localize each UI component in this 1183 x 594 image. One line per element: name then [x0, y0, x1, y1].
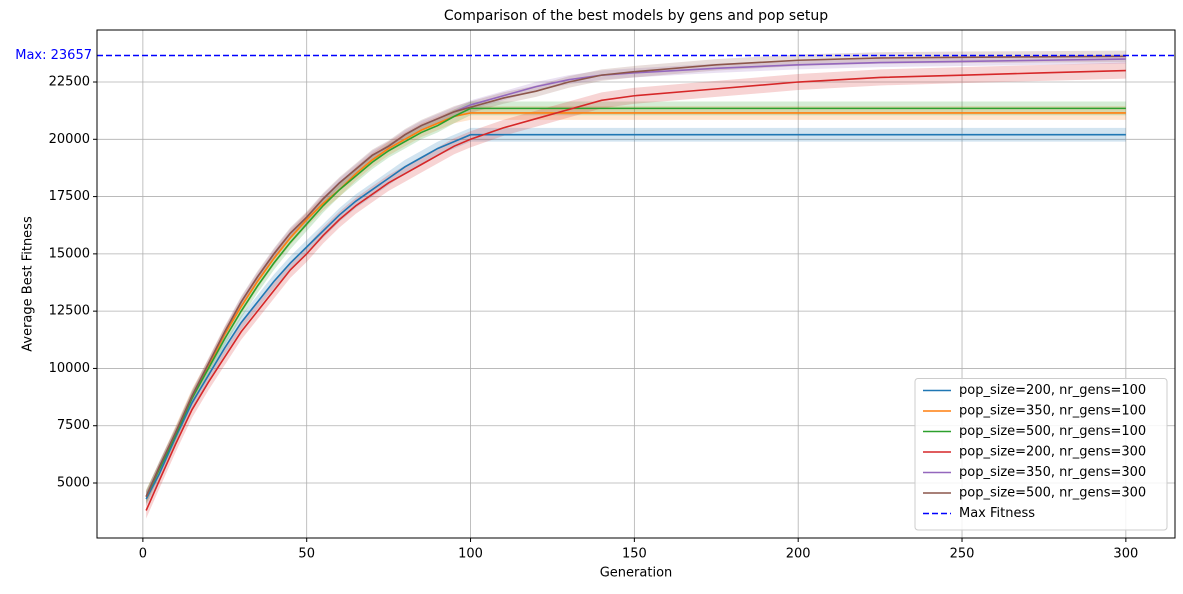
legend-box [914, 378, 1168, 531]
y-tick-label: 12500 [49, 304, 90, 319]
plot-frame [96, 29, 1176, 539]
x-tick-label: 0 [139, 547, 147, 562]
legend-label: pop_size=500, nr_gens=300 [959, 486, 1146, 501]
legend-label: pop_size=350, nr_gens=300 [959, 465, 1146, 480]
y-tick-label: 20000 [49, 132, 90, 147]
y-tick-label: 22500 [49, 75, 90, 90]
series-line [145, 55, 1126, 498]
series-line [145, 112, 1126, 498]
y-tick-label: 15000 [49, 246, 90, 261]
x-tick-label: 300 [1113, 547, 1138, 562]
x-tick-label: 50 [298, 547, 315, 562]
x-tick-label: 150 [622, 547, 647, 562]
chart-title: Comparison of the best models by gens an… [444, 8, 828, 24]
x-tick-label: 100 [458, 547, 483, 562]
x-tick-label: 250 [950, 547, 975, 562]
y-axis-label: Average Best Fitness [21, 216, 36, 352]
series-line [145, 133, 1126, 500]
reference-label: Max: 23657 [15, 48, 92, 63]
y-tick-label: 17500 [49, 189, 90, 204]
y-tick-label: 7500 [57, 418, 90, 433]
series-line [145, 69, 1126, 511]
legend-label: pop_size=350, nr_gens=100 [959, 404, 1146, 419]
y-tick-label: 5000 [57, 476, 90, 491]
x-tick-label: 200 [786, 547, 811, 562]
legend-label: pop_size=200, nr_gens=300 [959, 445, 1146, 460]
legend-label: Max Fitness [959, 506, 1035, 521]
legend-label: pop_size=500, nr_gens=100 [959, 424, 1146, 439]
series-line [145, 107, 1126, 498]
y-tick-label: 10000 [49, 361, 90, 376]
x-axis-label: Generation [600, 566, 673, 581]
legend-label: pop_size=200, nr_gens=100 [959, 383, 1146, 398]
